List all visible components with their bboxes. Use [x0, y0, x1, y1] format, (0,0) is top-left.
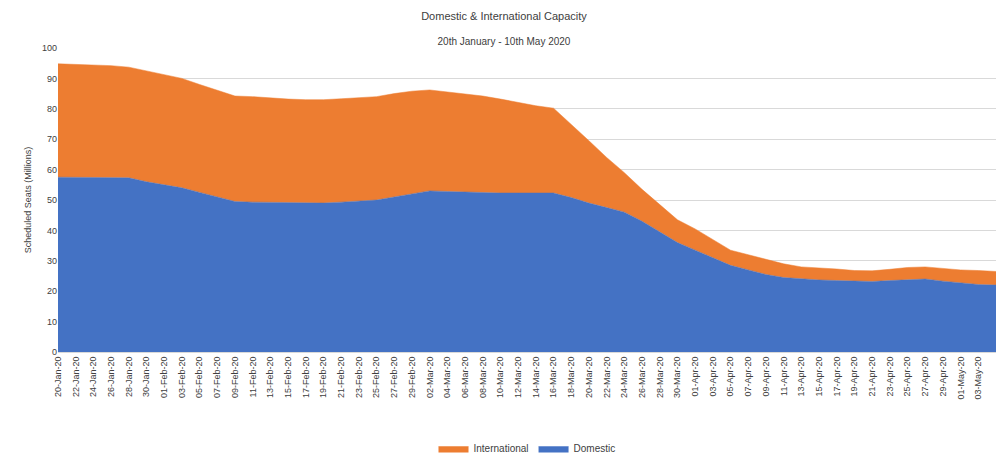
svg-text:03-Feb-20: 03-Feb-20 [177, 357, 187, 399]
svg-text:13-Apr-20: 13-Apr-20 [796, 357, 806, 397]
svg-text:26-Jan-20: 26-Jan-20 [106, 357, 116, 398]
svg-text:01-Apr-20: 01-Apr-20 [690, 357, 700, 397]
svg-text:24-Mar-20: 24-Mar-20 [619, 357, 629, 399]
svg-text:03-May-20: 03-May-20 [973, 357, 983, 400]
svg-text:02-Mar-20: 02-Mar-20 [425, 357, 435, 399]
svg-text:20-Jan-20: 20-Jan-20 [53, 357, 63, 398]
svg-text:100: 100 [42, 43, 57, 53]
svg-text:30: 30 [47, 256, 57, 266]
svg-text:28-Mar-20: 28-Mar-20 [655, 357, 665, 399]
svg-text:0: 0 [52, 347, 57, 357]
svg-text:17-Feb-20: 17-Feb-20 [301, 357, 311, 399]
svg-text:05-Apr-20: 05-Apr-20 [725, 357, 735, 397]
svg-text:28-Jan-20: 28-Jan-20 [124, 357, 134, 398]
svg-text:22-Mar-20: 22-Mar-20 [602, 357, 612, 399]
svg-text:29-Apr-20: 29-Apr-20 [938, 357, 948, 397]
svg-text:12-Mar-20: 12-Mar-20 [513, 357, 523, 399]
svg-text:26-Mar-20: 26-Mar-20 [637, 357, 647, 399]
svg-text:International: International [474, 443, 529, 454]
svg-text:23-Feb-20: 23-Feb-20 [354, 357, 364, 399]
svg-text:23-Apr-20: 23-Apr-20 [885, 357, 895, 397]
svg-text:10-Mar-20: 10-Mar-20 [495, 357, 505, 399]
svg-text:70: 70 [47, 134, 57, 144]
svg-text:09-Apr-20: 09-Apr-20 [761, 357, 771, 397]
svg-text:14-Mar-20: 14-Mar-20 [531, 357, 541, 399]
svg-text:27-Apr-20: 27-Apr-20 [920, 357, 930, 397]
svg-text:19-Feb-20: 19-Feb-20 [318, 357, 328, 399]
svg-text:25-Feb-20: 25-Feb-20 [371, 357, 381, 399]
svg-text:Domestic: Domestic [574, 443, 616, 454]
svg-text:30-Mar-20: 30-Mar-20 [672, 357, 682, 399]
svg-text:10: 10 [47, 317, 57, 327]
svg-text:29-Feb-20: 29-Feb-20 [407, 357, 417, 399]
svg-text:18-Mar-20: 18-Mar-20 [566, 357, 576, 399]
svg-text:04-Mar-20: 04-Mar-20 [442, 357, 452, 399]
svg-text:13-Feb-20: 13-Feb-20 [265, 357, 275, 399]
svg-text:01-May-20: 01-May-20 [956, 357, 966, 400]
svg-text:27-Feb-20: 27-Feb-20 [389, 357, 399, 399]
svg-text:21-Feb-20: 21-Feb-20 [336, 357, 346, 399]
svg-text:21-Apr-20: 21-Apr-20 [867, 357, 877, 397]
svg-text:20-Mar-20: 20-Mar-20 [584, 357, 594, 399]
svg-text:09-Feb-20: 09-Feb-20 [230, 357, 240, 399]
svg-text:40: 40 [47, 226, 57, 236]
svg-text:19-Apr-20: 19-Apr-20 [849, 357, 859, 397]
svg-text:80: 80 [47, 104, 57, 114]
svg-text:06-Mar-20: 06-Mar-20 [460, 357, 470, 399]
svg-text:08-Mar-20: 08-Mar-20 [478, 357, 488, 399]
svg-text:07-Apr-20: 07-Apr-20 [743, 357, 753, 397]
svg-text:01-Feb-20: 01-Feb-20 [159, 357, 169, 399]
svg-text:07-Feb-20: 07-Feb-20 [212, 357, 222, 399]
svg-text:05-Feb-20: 05-Feb-20 [195, 357, 205, 399]
svg-text:90: 90 [47, 74, 57, 84]
svg-text:50: 50 [47, 195, 57, 205]
svg-text:20th January - 10th May 2020: 20th January - 10th May 2020 [438, 36, 571, 47]
svg-text:11-Feb-20: 11-Feb-20 [248, 357, 258, 398]
svg-text:Scheduled Seats (Millions): Scheduled Seats (Millions) [23, 147, 33, 254]
svg-text:16-Mar-20: 16-Mar-20 [548, 357, 558, 399]
svg-text:60: 60 [47, 165, 57, 175]
svg-text:Domestic & International Capac: Domestic & International Capacity [421, 10, 587, 22]
svg-text:17-Apr-20: 17-Apr-20 [832, 357, 842, 397]
svg-text:30-Jan-20: 30-Jan-20 [141, 357, 151, 398]
svg-text:03-Apr-20: 03-Apr-20 [708, 357, 718, 397]
svg-text:20: 20 [47, 286, 57, 296]
svg-text:24-Jan-20: 24-Jan-20 [88, 357, 98, 398]
svg-text:15-Apr-20: 15-Apr-20 [814, 357, 824, 397]
svg-text:15-Feb-20: 15-Feb-20 [283, 357, 293, 399]
svg-text:25-Apr-20: 25-Apr-20 [902, 357, 912, 397]
svg-text:11-Apr-20: 11-Apr-20 [779, 357, 789, 396]
svg-text:22-Jan-20: 22-Jan-20 [71, 357, 81, 398]
